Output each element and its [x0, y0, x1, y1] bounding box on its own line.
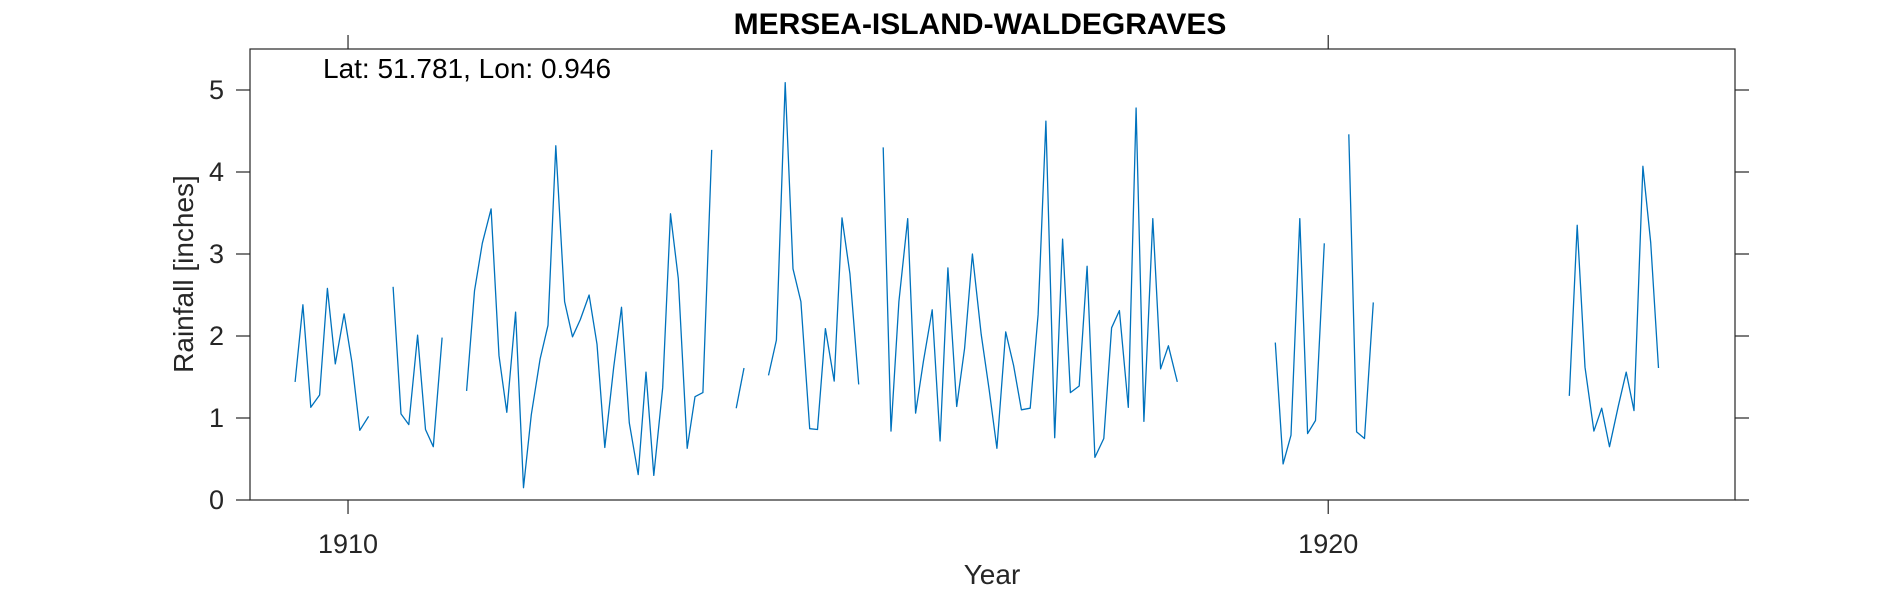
- y-tick-label: 1: [209, 403, 224, 433]
- rainfall-line-segment: [1274, 218, 1325, 465]
- rainfall-line-segment: [767, 81, 860, 431]
- x-tick-label: 1910: [318, 529, 378, 559]
- axis-ticks: 0 1 2 3 4 5 1910 1920: [209, 35, 1749, 559]
- x-tick-label: 1920: [1298, 529, 1358, 559]
- rainfall-line-segment: [735, 367, 745, 409]
- y-tick-label: 0: [209, 485, 224, 515]
- rainfall-line-segment: [294, 287, 370, 431]
- plot-area: [249, 48, 1736, 501]
- x-axis-label: Year: [964, 559, 1021, 590]
- rainfall-line-segment: [465, 145, 713, 489]
- y-axis-label: Rainfall [inches]: [168, 175, 199, 373]
- rainfall-line-segment: [882, 107, 1178, 459]
- rainfall-line-segment: [1568, 165, 1660, 448]
- rainfall-series: [294, 81, 1660, 489]
- y-tick-label: 3: [209, 239, 224, 269]
- y-tick-label: 4: [209, 157, 224, 187]
- rainfall-line-segment: [1348, 134, 1374, 440]
- y-tick-label: 5: [209, 75, 224, 105]
- location-annotation: Lat: 51.781, Lon: 0.946: [323, 53, 611, 84]
- rainfall-line-segment: [392, 286, 443, 448]
- y-tick-label: 2: [209, 321, 224, 351]
- chart-title: MERSEA-ISLAND-WALDEGRAVES: [734, 8, 1227, 41]
